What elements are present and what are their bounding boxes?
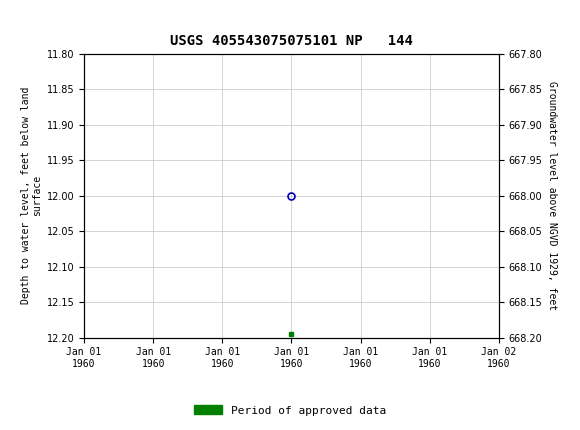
Title: USGS 405543075075101 NP   144: USGS 405543075075101 NP 144 xyxy=(170,34,413,49)
Y-axis label: Depth to water level, feet below land
surface: Depth to water level, feet below land su… xyxy=(21,87,42,304)
Legend: Period of approved data: Period of approved data xyxy=(190,401,390,420)
Y-axis label: Groundwater level above NGVD 1929, feet: Groundwater level above NGVD 1929, feet xyxy=(546,81,557,310)
Text: ▒USGS: ▒USGS xyxy=(10,9,65,31)
